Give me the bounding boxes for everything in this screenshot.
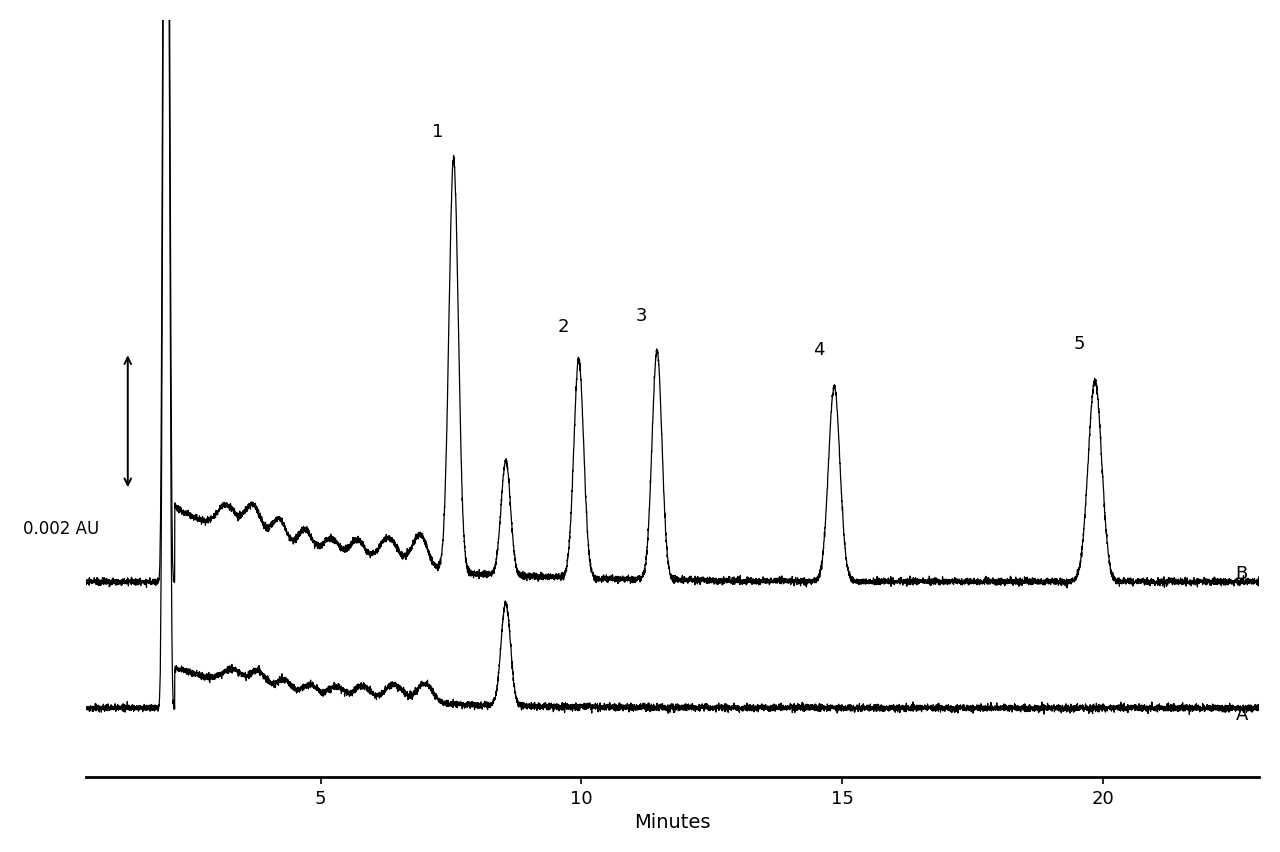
X-axis label: Minutes: Minutes — [635, 812, 710, 832]
Text: 3: 3 — [636, 307, 648, 325]
Text: 5: 5 — [1074, 335, 1085, 353]
Text: A: A — [1235, 705, 1248, 722]
Text: 4: 4 — [813, 341, 824, 359]
Text: 1: 1 — [433, 124, 444, 141]
Text: B: B — [1235, 565, 1248, 583]
Text: 2: 2 — [557, 318, 568, 336]
Text: 0.002 AU: 0.002 AU — [23, 519, 99, 537]
